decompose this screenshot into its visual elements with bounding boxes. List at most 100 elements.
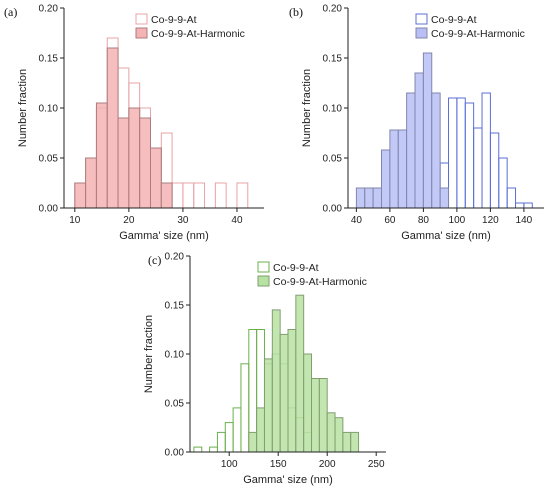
x-tick-label: 150 xyxy=(270,459,287,470)
panel-label: (c) xyxy=(148,253,161,267)
x-axis-title: Gamma' size (nm) xyxy=(119,230,209,242)
histogram-bar xyxy=(193,446,203,453)
x-tick-label: 140 xyxy=(516,215,533,226)
legend-label: Co-9-9-At-Harmonic xyxy=(151,28,245,40)
y-tick-label: 0.00 xyxy=(165,448,185,459)
histogram-bar xyxy=(248,431,258,453)
y-axis-title: Number fraction xyxy=(17,69,29,147)
histogram-bar xyxy=(295,294,305,453)
y-axis-title: Number fraction xyxy=(301,69,313,147)
histogram-bar xyxy=(160,182,173,209)
legend-swatch xyxy=(257,261,270,273)
y-tick-label: 0.15 xyxy=(39,54,59,65)
x-tick-label: 100 xyxy=(449,215,466,226)
x-tick-label: 120 xyxy=(482,215,499,226)
legend-label: Co-9-9-At xyxy=(431,14,477,26)
histogram-bar xyxy=(106,47,119,209)
histogram-bar xyxy=(279,333,289,453)
y-tick-label: 0.20 xyxy=(323,4,343,15)
histogram-bar xyxy=(95,102,108,209)
y-tick-label: 0.20 xyxy=(165,252,185,263)
histogram-bar xyxy=(117,117,130,209)
x-tick-label: 200 xyxy=(319,459,336,470)
panel-label: (b) xyxy=(289,5,303,19)
x-axis-title: Gamma' size (nm) xyxy=(401,230,491,242)
y-tick-label: 0.15 xyxy=(165,301,185,312)
histogram-bar xyxy=(334,417,344,453)
legend: Co-9-9-At Co-9-9-At-Harmonic xyxy=(135,13,245,40)
y-tick-label: 0.05 xyxy=(323,154,343,165)
histogram-bar xyxy=(481,92,491,209)
y-tick-label: 0.10 xyxy=(165,350,185,361)
histogram-bar xyxy=(287,329,297,453)
y-tick-label: 0.05 xyxy=(165,399,185,410)
histogram-bar xyxy=(303,353,313,453)
histogram-bar xyxy=(372,187,383,209)
x-tick-label: 40 xyxy=(351,215,363,226)
histogram-bar xyxy=(311,378,320,453)
panel-2: (b) 0.00 0.05 0.10 0.15 0.20 40 60 80 100 120 140 Ga… xyxy=(289,4,544,242)
legend-swatch xyxy=(415,13,428,25)
y-tick-label: 0.00 xyxy=(323,204,343,215)
histogram-bar xyxy=(236,182,249,209)
y-axis-title: Number fraction xyxy=(143,315,155,393)
histogram-bar xyxy=(171,182,184,209)
legend-label: Co-9-9-At xyxy=(151,14,197,26)
legend: Co-9-9-At Co-9-9-At-Harmonic xyxy=(257,261,367,288)
x-tick-label: 80 xyxy=(418,215,430,226)
histogram-bar xyxy=(149,147,162,209)
legend-swatch xyxy=(135,13,148,25)
legend-label: Co-9-9-At-Harmonic xyxy=(273,276,367,288)
histogram-bar xyxy=(414,72,424,209)
series-2-bars xyxy=(355,52,450,209)
histogram-bar xyxy=(473,127,483,209)
series-2-bars xyxy=(74,47,173,209)
x-tick-label: 10 xyxy=(69,215,81,226)
y-tick-label: 0.00 xyxy=(39,204,59,215)
histogram-bar xyxy=(342,431,352,453)
y-tick-label: 0.10 xyxy=(323,104,343,115)
histogram-bar xyxy=(464,102,475,209)
y-tick-label: 0.15 xyxy=(323,54,343,65)
histogram-bar xyxy=(355,187,366,209)
histogram-bar xyxy=(240,363,250,453)
series-2-bars xyxy=(248,294,360,453)
histogram-bar xyxy=(139,117,151,209)
histogram-bar xyxy=(397,129,408,209)
histogram-bar xyxy=(216,431,226,453)
x-tick-label: 60 xyxy=(384,215,396,226)
histogram-bar xyxy=(456,97,466,209)
series-1-bars xyxy=(439,92,533,209)
x-tick-label: 30 xyxy=(177,215,189,226)
y-tick-label: 0.05 xyxy=(39,154,59,165)
histogram-bar xyxy=(224,422,234,453)
y-tick-label: 0.20 xyxy=(39,4,59,15)
legend-swatch xyxy=(257,275,270,287)
histogram-bar xyxy=(214,182,227,209)
histogram-bar xyxy=(209,446,218,453)
histogram-bar xyxy=(448,97,458,209)
panel-3: (c) 0.00 0.05 0.10 0.15 0.20 100 150 200 250 Gamma… xyxy=(143,252,386,486)
x-tick-label: 100 xyxy=(221,459,238,470)
histogram-bar xyxy=(318,378,328,453)
histogram-bar xyxy=(232,407,242,453)
histogram-bar xyxy=(263,358,273,453)
histogram-bar xyxy=(182,182,195,209)
panel-label: (a) xyxy=(4,5,17,19)
legend-label: Co-9-9-At xyxy=(273,262,319,274)
histogram-bar xyxy=(406,92,416,209)
histogram-bar xyxy=(364,187,374,209)
x-tick-label: 20 xyxy=(123,215,135,226)
histogram-bar xyxy=(439,187,450,209)
y-tick-label: 0.10 xyxy=(39,104,59,115)
x-tick-label: 40 xyxy=(231,215,243,226)
histogram-bar xyxy=(350,431,360,453)
histogram-bar xyxy=(431,92,441,209)
histogram-bar xyxy=(498,157,508,209)
panel-1: (a) 0.00 0.05 0.10 0.15 0.20 10 20 30 40 Gamma' si… xyxy=(4,4,264,242)
legend-label: Co-9-9-At-Harmonic xyxy=(431,28,525,40)
histogram-bar xyxy=(422,52,433,209)
histogram-bar xyxy=(271,309,281,453)
legend-swatch xyxy=(415,27,428,39)
